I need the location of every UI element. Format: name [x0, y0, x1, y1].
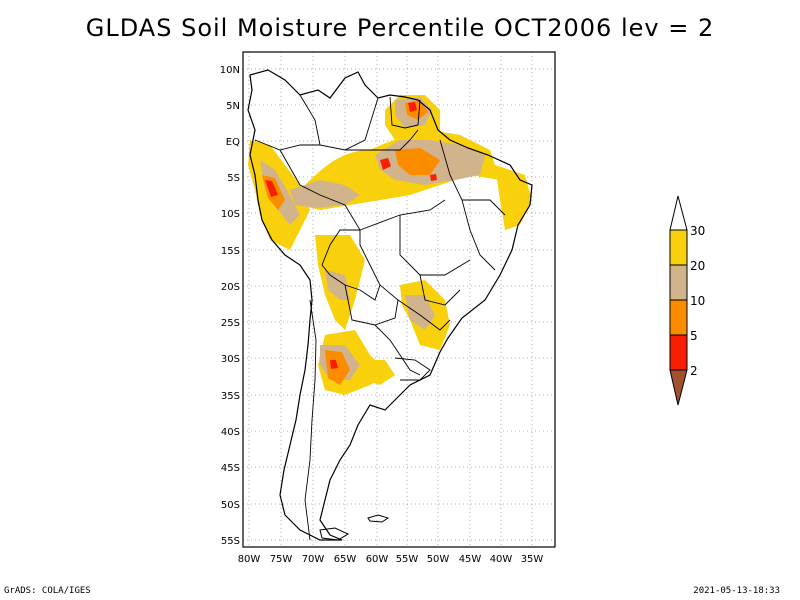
- shade-5-10-amazon: [395, 148, 440, 175]
- shade-10-20-brazil-se: [405, 295, 435, 330]
- shade-20-30-brazil-east: [495, 165, 532, 230]
- moisture-shading: [248, 95, 532, 395]
- south-america-coastline: [247, 69, 533, 541]
- lat-label-10n: 10N: [220, 65, 240, 76]
- border-colombia-venezuela: [299, 94, 379, 151]
- gridlines: [243, 52, 555, 547]
- border-colombia-ecuador: [254, 139, 320, 151]
- border-brazil-states-5: [419, 274, 461, 306]
- border-brazil-states-1: [359, 199, 446, 231]
- lat-axis: 10N 5N EQ 5S 10S 15S 20S 25S 30S 35S 40S…: [220, 65, 240, 547]
- border-guianas: [389, 96, 421, 129]
- lon-label-80w: 80W: [238, 554, 261, 565]
- lon-axis: 80W 75W 70W 65W 60W 55W 50W 45W 40W 35W: [238, 554, 544, 565]
- footer-credit: GrADS: COLA/IGES: [4, 586, 91, 596]
- border-brazil-states-3: [399, 215, 471, 276]
- lat-label-20s: 20S: [221, 282, 240, 293]
- shade-2-5-amazon: [380, 158, 391, 170]
- lat-label-25s: 25S: [221, 318, 240, 329]
- shade-10-20-bolivia: [325, 270, 350, 300]
- legend-swatch-2-5: [669, 334, 688, 371]
- lat-label-15s: 15S: [221, 246, 240, 257]
- lat-label-10s: 10S: [221, 209, 240, 220]
- shade-20-30-pampa: [365, 360, 395, 385]
- lon-label-65w: 65W: [334, 554, 357, 565]
- lat-label-50s: 50S: [221, 500, 240, 511]
- lon-label-75w: 75W: [270, 554, 293, 565]
- lat-label-40s: 40S: [221, 427, 240, 438]
- legend-swatch-20-30: [669, 229, 688, 266]
- tierra-del-fuego: [319, 527, 350, 541]
- border-brazil-states-4: [462, 199, 506, 216]
- lon-label-55w: 55W: [396, 554, 419, 565]
- legend-swatch-above-30: [669, 195, 688, 231]
- lat-label-30s: 30S: [221, 354, 240, 365]
- footer-timestamp: 2021-05-13-18:33: [693, 586, 780, 596]
- lat-label-eq: EQ: [226, 137, 240, 148]
- border-argentina-brazil: [374, 324, 421, 376]
- border-brazil-north: [345, 129, 419, 151]
- lon-label-70w: 70W: [302, 554, 325, 565]
- border-chile-argentina: [304, 299, 317, 541]
- shade-2-5-northeast: [430, 174, 437, 181]
- lat-label-45s: 45S: [221, 463, 240, 474]
- shade-2-5-peru: [265, 180, 278, 197]
- lon-label-40w: 40W: [490, 554, 513, 565]
- legend-label-5: 5: [690, 329, 698, 343]
- legend-label-10: 10: [690, 294, 705, 308]
- lat-label-35s: 35S: [221, 391, 240, 402]
- lon-label-45w: 45W: [459, 554, 482, 565]
- color-legend: 30 20 10 5 2: [669, 195, 705, 406]
- lat-label-5s: 5S: [227, 173, 240, 184]
- falkland-islands: [367, 514, 390, 523]
- border-peru-brazil: [279, 149, 361, 266]
- legend-label-2: 2: [690, 364, 698, 378]
- shade-2-5-argentina: [330, 360, 338, 369]
- lon-label-60w: 60W: [366, 554, 389, 565]
- border-uruguay: [394, 357, 431, 381]
- legend-label-30: 30: [690, 224, 705, 238]
- shade-10-20-amazon-west: [290, 180, 360, 208]
- lat-label-55s: 55S: [221, 536, 240, 547]
- shade-2-5-guiana: [408, 102, 417, 112]
- legend-swatch-below-2: [669, 369, 688, 406]
- legend-swatch-10-20: [669, 264, 688, 301]
- border-paraguay: [344, 284, 399, 326]
- map-frame: [242, 51, 556, 548]
- country-borders: [254, 94, 506, 541]
- map-title: GLDAS Soil Moisture Percentile OCT2006 l…: [85, 14, 715, 42]
- lon-label-50w: 50W: [427, 554, 450, 565]
- lat-label-5n: 5N: [226, 101, 240, 112]
- border-bolivia: [321, 230, 381, 301]
- legend-label-20: 20: [690, 259, 705, 273]
- border-brazil-states-2: [439, 139, 496, 271]
- border-brazil-states-6: [397, 299, 451, 331]
- lon-label-35w: 35W: [521, 554, 544, 565]
- legend-swatch-5-10: [669, 299, 688, 336]
